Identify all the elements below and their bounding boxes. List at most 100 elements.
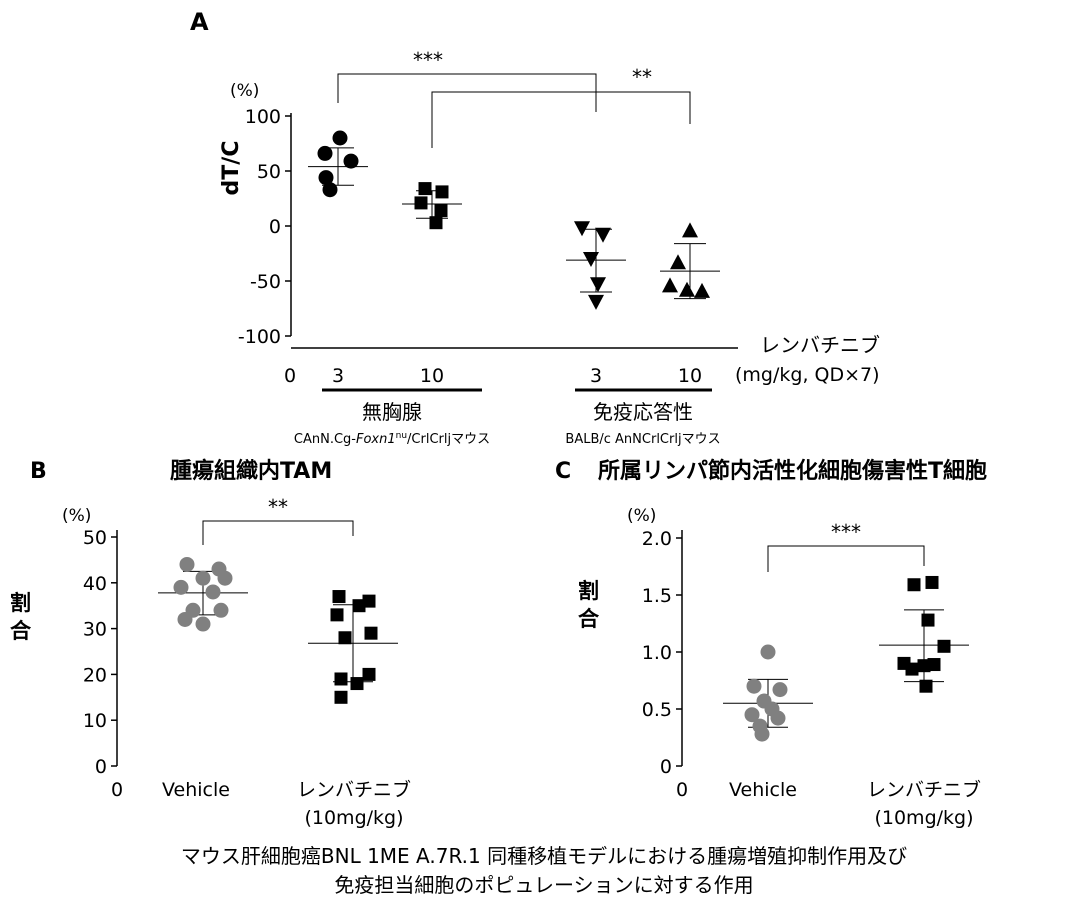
x-tick-label: 3 — [590, 365, 602, 387]
data-point — [772, 682, 788, 698]
panel-c-letter: C — [555, 459, 571, 484]
data-point — [352, 599, 366, 613]
panel-c-cat-2-line2: (10mg/kg) — [874, 807, 973, 829]
y-tick-label: 100 — [245, 106, 281, 128]
data-point — [414, 196, 428, 210]
data-point — [362, 667, 376, 681]
panel-a-letter: A — [190, 8, 209, 36]
panel-a-sig-1: *** — [413, 48, 443, 72]
data-point — [435, 185, 449, 199]
panel-c-cat-1: Vehicle — [729, 779, 797, 801]
panel-a-sig-2: ** — [632, 65, 652, 89]
panel-b-yticks: 50 40 30 20 10 0 — [83, 527, 117, 778]
data-point — [429, 216, 443, 230]
y-tick-label: 40 — [83, 573, 107, 595]
panel-a-ylabel: dT/C — [219, 141, 244, 196]
panel-b-cat-1: Vehicle — [162, 779, 230, 801]
data-point — [362, 594, 376, 608]
panel-a-group2-strain: BALB/c AnNCrlCrljマウス — [565, 432, 720, 447]
panel-c-unit: (%) — [627, 506, 656, 526]
panel-c-axis-zero: 0 — [676, 779, 688, 801]
data-point — [195, 616, 211, 632]
data-point — [173, 579, 189, 595]
panel-b-cat-2-line1: レンバチニブ — [297, 778, 411, 801]
data-point — [921, 613, 935, 627]
data-point — [937, 639, 951, 653]
data-point — [332, 590, 346, 604]
panel-b-ylabel-2: 合 — [10, 619, 32, 643]
data-point — [907, 578, 921, 592]
panel-a-group2-name: 免疫応答性 — [593, 400, 693, 424]
data-point — [574, 221, 590, 237]
y-tick-label: 0 — [660, 756, 672, 778]
data-point — [364, 626, 378, 640]
data-point — [662, 277, 678, 293]
data-point — [217, 570, 233, 586]
x-tick-label: 10 — [420, 365, 444, 387]
panel-c-marks — [723, 575, 969, 742]
panel-a: A (%) dT/C 100 50 0 -50 -100 0 3 10 3 10 *** **… — [190, 8, 880, 447]
y-tick-label: 10 — [83, 710, 107, 732]
data-point — [343, 153, 359, 169]
panel-c-title: 所属リンパ節内活性化細胞傷害性T細胞 — [598, 458, 987, 484]
panel-a-yticks: 100 50 0 -50 -100 — [238, 106, 291, 348]
y-tick-label: 30 — [83, 619, 107, 641]
panel-a-drug-label: レンバチニブ — [760, 333, 880, 357]
panel-c: C 所属リンパ節内活性化細胞傷害性T細胞 (%) 割 合 2.0 1.5 1.0 0.… — [555, 458, 987, 829]
panel-a-group1-strain: CAnN.Cg-Foxn1nu/CrlCrljマウス — [294, 431, 490, 447]
data-point — [754, 726, 770, 742]
data-point — [350, 677, 364, 691]
y-tick-label: 50 — [83, 527, 107, 549]
data-point — [595, 227, 611, 243]
y-tick-label: -100 — [238, 326, 281, 348]
data-point — [670, 254, 686, 270]
panel-a-group1-name: 無胸腺 — [362, 400, 422, 424]
data-point — [917, 659, 931, 673]
data-point — [334, 672, 348, 686]
figure-caption-line2: 免疫担当細胞のポピュレーションに対する作用 — [334, 873, 753, 897]
y-tick-label: 50 — [257, 161, 281, 183]
data-point — [330, 608, 344, 622]
y-tick-label: 20 — [83, 664, 107, 686]
panel-a-bracket-2 — [431, 91, 691, 148]
panel-b-bracket — [202, 520, 354, 545]
data-point — [583, 252, 599, 267]
y-tick-label: 1.5 — [642, 585, 672, 607]
data-point — [205, 584, 221, 600]
data-point — [744, 707, 760, 723]
panel-b: B 腫瘍組織内TAM (%) 割 合 50 40 30 20 10 0 0 Vehicle… — [10, 458, 411, 829]
panel-c-cat-2-line1: レンバチニブ — [867, 778, 981, 801]
panel-b-title: 腫瘍組織内TAM — [170, 458, 332, 484]
data-point — [682, 222, 698, 238]
y-tick-label: 0 — [269, 216, 281, 238]
data-point — [177, 611, 193, 627]
y-tick-label: 2.0 — [642, 528, 672, 550]
data-point — [590, 277, 606, 293]
data-point — [679, 281, 695, 297]
y-tick-label: 1.0 — [642, 642, 672, 664]
data-point — [332, 130, 348, 146]
data-point — [746, 678, 762, 694]
data-point — [213, 602, 229, 618]
data-point — [925, 575, 939, 589]
data-point — [317, 145, 333, 161]
data-point — [927, 658, 941, 672]
x-tick-label: 10 — [678, 365, 702, 387]
y-tick-label: 0 — [95, 756, 107, 778]
panel-a-axis-zero: 0 — [284, 365, 296, 387]
panel-c-yticks: 2.0 1.5 1.0 0.5 0 — [642, 528, 682, 778]
panel-b-cat-2-line2: (10mg/kg) — [304, 807, 403, 829]
panel-b-marks — [158, 556, 398, 704]
data-point — [195, 570, 211, 586]
data-point — [334, 690, 348, 704]
panel-b-axis-zero: 0 — [111, 779, 123, 801]
data-point — [322, 182, 338, 198]
data-point — [905, 662, 919, 676]
x-tick-label: 3 — [332, 365, 344, 387]
y-tick-label: -50 — [250, 271, 281, 293]
panel-a-xticks: 3 10 3 10 — [332, 365, 702, 387]
data-point — [418, 182, 432, 196]
panel-b-sig: ** — [268, 495, 288, 519]
data-point — [179, 556, 195, 572]
data-point — [434, 204, 448, 218]
